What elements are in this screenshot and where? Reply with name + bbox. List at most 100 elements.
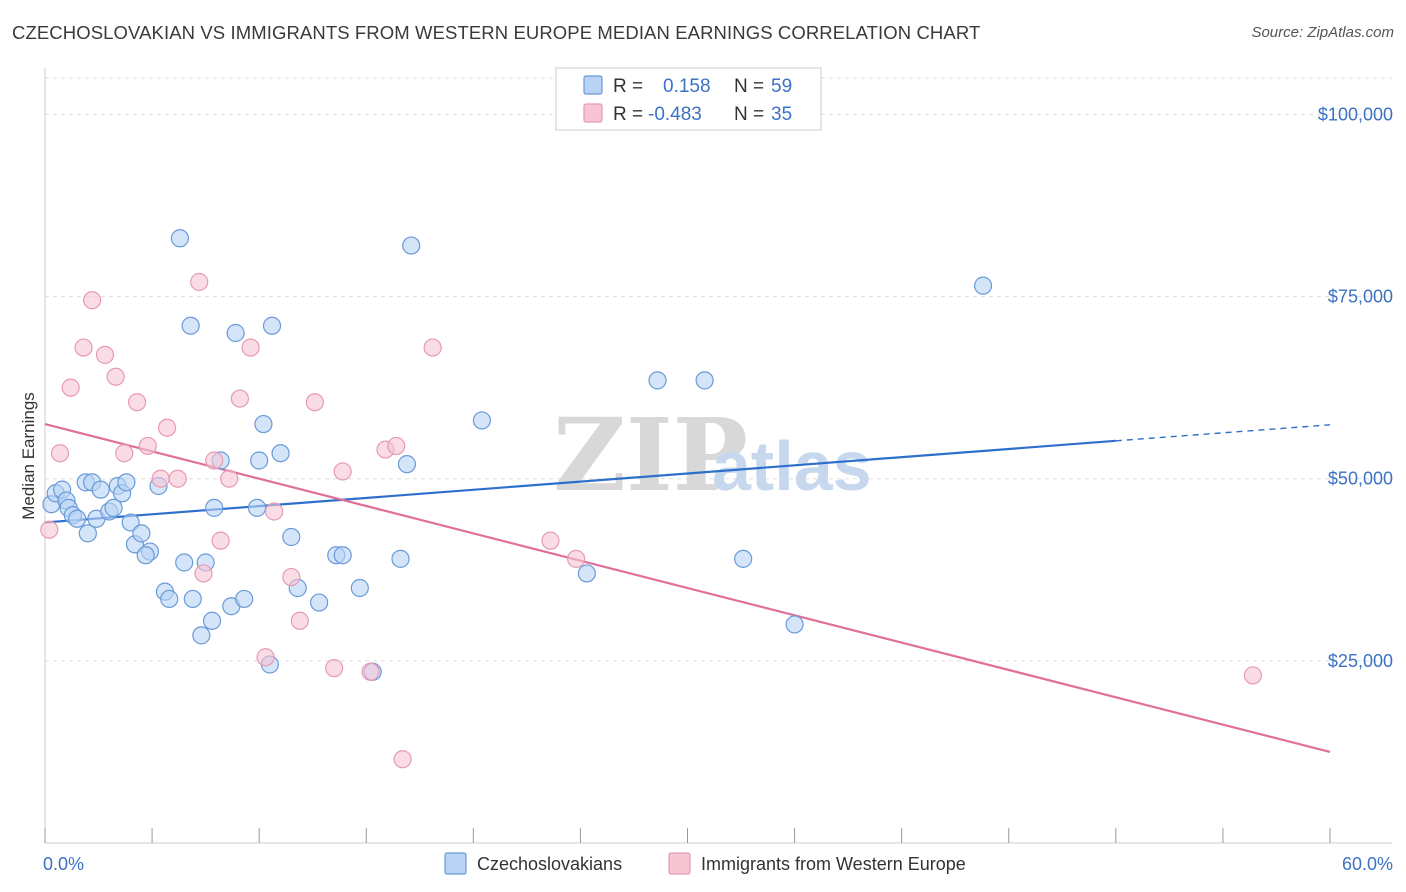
point-czechoslovakians [648, 371, 667, 390]
point-czechoslovakians [181, 316, 200, 335]
point-czechoslovakians [170, 229, 190, 248]
point-czechoslovakians [175, 553, 194, 572]
point-western-europe [265, 502, 284, 521]
point-western-europe [256, 648, 275, 667]
point-western-europe [325, 659, 344, 678]
point-czechoslovakians [271, 444, 290, 463]
point-czechoslovakians [254, 414, 273, 434]
chart-source: Source: ZipAtlas.com [1251, 24, 1394, 41]
point-western-europe [1243, 666, 1263, 685]
point-western-europe [567, 549, 586, 568]
point-western-europe [40, 520, 59, 539]
trend-line-czechoslovakians-extension [1115, 424, 1331, 442]
legend-r-value-blue: 0.158 [663, 76, 711, 97]
point-czechoslovakians [472, 411, 491, 430]
point-western-europe [282, 567, 301, 587]
point-western-europe [115, 444, 134, 463]
watermark: ZIP atlas [553, 396, 872, 514]
point-czechoslovakians [117, 473, 136, 492]
point-western-europe [220, 469, 239, 488]
point-western-europe [74, 338, 93, 357]
legend-n-label-blue: N = [734, 76, 764, 97]
point-czechoslovakians [132, 524, 151, 543]
point-czechoslovakians [202, 611, 222, 630]
y-tick-label: $100,000 [1318, 104, 1393, 124]
point-czechoslovakians [78, 524, 97, 543]
bottom-legend-label-western-europe: Immigrants from Western Europe [701, 854, 966, 874]
legend-r-value-pink: -0.483 [648, 104, 702, 125]
bottom-legend-swatch-western-europe [668, 852, 691, 875]
legend-r-label-pink: R = [613, 104, 643, 125]
point-czechoslovakians [160, 589, 179, 609]
point-western-europe [393, 750, 412, 769]
trend-line-western-europe [44, 423, 1331, 753]
axis-layer: $25,000 $50,000 $75,000 $100,000 0.0% 60.0% [43, 68, 1393, 874]
point-czechoslovakians [734, 549, 753, 568]
y-tick-label: $25,000 [1328, 651, 1393, 671]
point-czechoslovakians [68, 509, 87, 528]
top-legend: R = 0.158 N = 59 R = -0.483 N = 35 [555, 67, 822, 131]
point-czechoslovakians [104, 498, 123, 517]
point-western-europe [205, 451, 224, 470]
point-czechoslovakians [333, 546, 352, 565]
point-western-europe [290, 611, 309, 630]
bottom-legend: Czechoslovakians Immigrants from Western… [444, 852, 966, 875]
trend-line-czechoslovakians [44, 439, 1116, 524]
point-western-europe [541, 531, 560, 550]
legend-swatch-pink [583, 103, 603, 123]
point-western-europe [61, 378, 80, 397]
point-czechoslovakians [695, 371, 714, 390]
bottom-legend-label-czechoslovakians: Czechoslovakians [477, 854, 622, 874]
point-czechoslovakians [785, 615, 804, 634]
point-western-europe [333, 462, 352, 481]
x-tick-label-max: 60.0% [1342, 854, 1393, 874]
grid-layer [45, 77, 1392, 662]
point-western-europe [95, 345, 115, 364]
point-czechoslovakians [282, 527, 301, 547]
point-czechoslovakians [226, 323, 245, 343]
point-western-europe [211, 531, 230, 550]
point-czechoslovakians [577, 564, 596, 583]
point-western-europe [194, 564, 213, 583]
y-tick-label: $50,000 [1328, 469, 1393, 489]
point-western-europe [168, 469, 187, 488]
point-czechoslovakians [91, 480, 110, 499]
point-western-europe [138, 436, 157, 456]
legend-n-value-blue: 59 [771, 76, 792, 97]
point-czechoslovakians [391, 549, 410, 568]
x-tick-label-min: 0.0% [43, 854, 84, 874]
point-czechoslovakians [192, 626, 211, 645]
point-western-europe [106, 367, 125, 386]
y-tick-label: $75,000 [1328, 287, 1393, 307]
y-axis-label: Median Earnings [19, 392, 38, 520]
point-czechoslovakians [973, 276, 993, 295]
points-layer [40, 229, 1263, 769]
point-western-europe [127, 393, 147, 412]
point-czechoslovakians [235, 589, 254, 609]
point-western-europe [83, 291, 102, 310]
bottom-legend-swatch-czechoslovakians [444, 852, 467, 875]
point-czechoslovakians [183, 589, 202, 609]
legend-n-label-pink: N = [734, 104, 764, 125]
point-czechoslovakians [247, 498, 267, 517]
point-czechoslovakians [250, 451, 269, 470]
point-czechoslovakians [205, 498, 224, 517]
trend-layer [44, 423, 1331, 753]
watermark-zip: ZIP [553, 396, 748, 514]
point-czechoslovakians [402, 236, 421, 255]
point-czechoslovakians [350, 578, 369, 598]
point-czechoslovakians [121, 513, 140, 532]
legend-n-value-pink: 35 [771, 104, 792, 125]
point-western-europe [230, 389, 249, 408]
point-czechoslovakians [397, 455, 417, 474]
point-western-europe [241, 338, 260, 357]
point-western-europe [157, 418, 177, 437]
point-czechoslovakians [136, 546, 155, 565]
point-western-europe [305, 393, 324, 412]
legend-swatch-blue [583, 75, 603, 95]
point-western-europe [50, 444, 70, 463]
point-western-europe [387, 436, 406, 456]
point-western-europe [423, 338, 442, 357]
point-western-europe [190, 272, 209, 292]
